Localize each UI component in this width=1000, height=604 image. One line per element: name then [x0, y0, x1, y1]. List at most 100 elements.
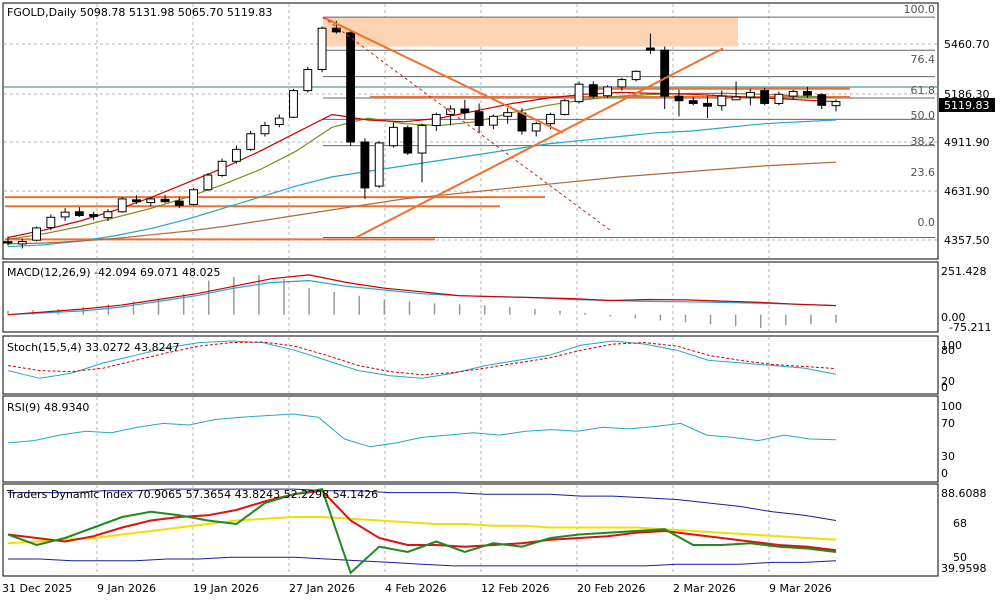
- candle-body-33: [474, 111, 484, 126]
- candle-body-35: [503, 112, 513, 117]
- candle-body-24: [346, 32, 356, 143]
- candle-body-25: [360, 141, 370, 189]
- macd-signal-line: [7, 274, 837, 316]
- candle-body-49: [703, 102, 712, 107]
- stoch-main-line: [7, 340, 837, 379]
- candle-body-3: [46, 216, 56, 229]
- stoch-axis-20: 20: [941, 375, 955, 388]
- candle-body-41: [588, 84, 598, 97]
- rsi-panel[interactable]: [2, 395, 939, 483]
- trendlines: [322, 16, 724, 239]
- candle-body-58: [831, 101, 841, 107]
- panel-frames: [2, 2, 939, 577]
- rsi-plot: [7, 413, 837, 448]
- price-tick-1: 5460.70: [944, 38, 990, 51]
- candle-body-45: [645, 47, 655, 51]
- tdi-upper-band: [8, 488, 837, 521]
- candle-body-1: [17, 241, 27, 245]
- tdi-label: Traders Dynamic Index 70.9065 57.3654 43…: [6, 488, 378, 501]
- rsi-axis-0: 0: [941, 467, 948, 480]
- moving-average-3: [7, 161, 837, 245]
- rsi-axis-100: 100: [941, 400, 962, 413]
- fib-label-61: 61.8: [911, 84, 936, 97]
- macd-panel[interactable]: [2, 261, 939, 333]
- current-price-tag: [939, 98, 995, 112]
- date-tick-9: 9 Mar 2026: [769, 582, 832, 595]
- candle-body-28: [403, 127, 413, 154]
- candle-body-57: [817, 94, 827, 106]
- candle-body-12: [174, 200, 184, 206]
- fib-label-23: 23.6: [911, 166, 936, 179]
- tdi-plot: [7, 487, 837, 575]
- candle-body-11: [160, 198, 170, 203]
- candle-body-22: [317, 27, 327, 70]
- candle-body-36: [517, 112, 527, 132]
- tdi-axis-top: 88.6088: [941, 487, 987, 500]
- candle-body-20: [289, 90, 298, 118]
- candle-body-16: [231, 148, 241, 162]
- macd-axis-top: 251.428: [941, 265, 987, 278]
- trendline-up: [355, 47, 724, 239]
- candle-body-5: [74, 211, 84, 216]
- stoch-axis-80: 80: [941, 344, 955, 357]
- candle-body-34: [488, 115, 498, 126]
- candle-body-50: [717, 95, 727, 107]
- stoch-axis-100: 100: [941, 339, 962, 352]
- tdi-axis-bottom: 39.9598: [941, 562, 987, 575]
- candle-body-44: [631, 70, 641, 81]
- fib-labels: 100.0 76.4 61.8 50.0 38.2 23.6 0.0: [904, 3, 936, 229]
- stoch-label: Stoch(15,5,4) 33.0272 43.8247: [7, 341, 180, 354]
- fib-zone: [323, 16, 935, 238]
- price-tick-5: 4357.50: [944, 234, 990, 247]
- stoch-plot: [7, 340, 837, 379]
- price-axis: 5460.70 5186.30 4911.90 4631.90 4357.50 …: [939, 38, 995, 247]
- candle-body-19: [274, 117, 284, 126]
- fib-label-76: 76.4: [911, 53, 936, 66]
- macd-label: MACD(12,26,9) -42.094 69.071 48.025: [7, 266, 220, 279]
- tdi-rsi-price-line: [7, 487, 837, 575]
- tdi-signal-line: [7, 489, 837, 552]
- date-tick-7: 20 Feb 2026: [577, 582, 645, 595]
- stoch-axis-0: 0: [941, 381, 948, 394]
- rsi-axis-70: 70: [941, 417, 955, 430]
- candle-body-39: [560, 100, 570, 115]
- fib-zone-rect: [323, 17, 738, 47]
- tdi-lower-band: [8, 556, 837, 567]
- fib-label-0: 0.0: [918, 216, 936, 229]
- date-tick-8: 2 Mar 2026: [673, 582, 736, 595]
- candle-body-32: [460, 108, 470, 114]
- candle-body-18: [260, 124, 270, 135]
- grid-lines: [4, 4, 937, 575]
- candle-body-48: [688, 100, 698, 104]
- main-header-label: FGOLD,Daily 5098.78 5131.98 5065.70 5119…: [7, 6, 272, 19]
- fib-label-38: 38.2: [911, 135, 936, 148]
- candle-body-27: [389, 126, 398, 147]
- candle-body-9: [132, 199, 141, 203]
- candle-body-13: [189, 189, 199, 205]
- candle-body-46: [660, 49, 670, 97]
- rsi-axis-30: 30: [941, 450, 955, 463]
- candle-body-14: [203, 174, 213, 191]
- trendline-down: [322, 16, 564, 134]
- macd-axis-zero: 0.00: [941, 311, 966, 324]
- candle-body-37: [531, 123, 541, 132]
- candle-body-0: [3, 241, 13, 244]
- candle-body-56: [803, 91, 812, 96]
- tdi-market-base-line: [7, 516, 837, 545]
- current-price-label: 5119.83: [944, 99, 990, 112]
- tdi-axis-50: 50: [953, 551, 967, 564]
- macd-plot: [7, 274, 837, 329]
- candle-body-43: [617, 79, 627, 88]
- candle-body-42: [603, 86, 613, 97]
- candle-body-21: [303, 69, 313, 92]
- candle-body-4: [60, 211, 70, 218]
- candle-body-51: [731, 96, 741, 101]
- date-tick-6: 12 Feb 2026: [481, 582, 549, 595]
- rsi-label: RSI(9) 48.9340: [7, 401, 89, 414]
- price-tick-3: 4911.90: [944, 136, 990, 149]
- moving-average-1: [7, 91, 837, 239]
- candle-body-52: [745, 91, 755, 98]
- fib-label-50: 50.0: [911, 109, 936, 122]
